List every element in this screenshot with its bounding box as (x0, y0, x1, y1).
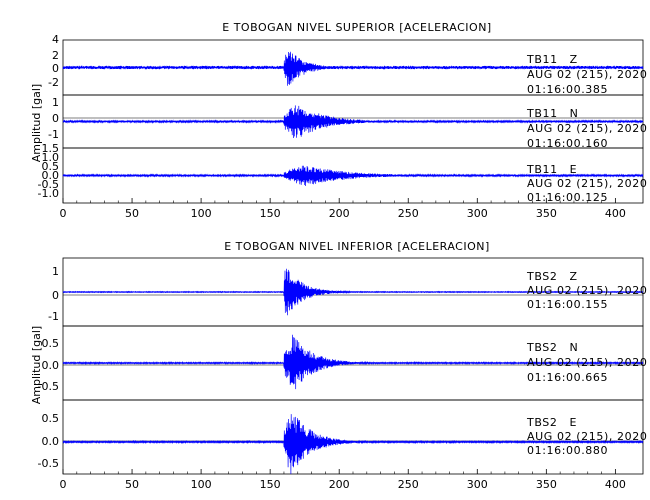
y-tick-label: -1.0 (38, 187, 59, 200)
waveform-trace (62, 414, 644, 475)
x-tick-label: 350 (536, 207, 557, 220)
x-axis-inferior: 0 50 100 150 200 250 300 350 400 (60, 469, 626, 491)
x-tick-label: 0 (60, 207, 67, 220)
x-tick-label: 400 (605, 207, 626, 220)
date-label: AUG 02 (215), 2020 (527, 122, 647, 135)
y-tick-label: 1.0 (42, 151, 60, 164)
x-axis-superior: 0 50 100 150 200 250 300 350 400 (60, 198, 626, 220)
y-tick-label: 0.0 (42, 359, 60, 372)
y-axis-label-superior: Amplitud [gal] (30, 84, 43, 162)
chart-superior: E TOBOGAN NIVEL SUPERIOR [ACELERACION] A… (30, 21, 647, 220)
x-tick-label: 100 (191, 207, 212, 220)
x-tick-label: 400 (605, 478, 626, 491)
y-tick-label: 0.5 (42, 160, 60, 173)
y-tick-label: 4 (52, 33, 59, 46)
y-tick-label: 2 (52, 49, 59, 62)
y-tick-label: -0.5 (38, 380, 59, 393)
panel-tb11-e: 1.5 1.0 0.5 0.0 -0.5 -1.0 TB11 E AUG 02 (… (38, 142, 647, 204)
panel-tbs2-z: 1 0 -1 TBS2 Z AUG 02 (215), 2020 01:16:00… (48, 257, 647, 327)
x-tick-label: 250 (398, 478, 419, 491)
chart-inferior: E TOBOGAN NIVEL INFERIOR [ACELERACION] A… (30, 240, 647, 491)
y-tick-label: 0 (52, 112, 59, 125)
date-label: AUG 02 (215), 2020 (527, 68, 647, 81)
station-label: TB11 E (526, 163, 577, 176)
panel-tbs2-e: 0.5 0.0 -0.5 TBS2 E AUG 02 (215), 2020 01… (38, 399, 647, 475)
station-label: TBS2 N (526, 341, 578, 354)
x-tick-label: 300 (467, 207, 488, 220)
station-label: TBS2 E (526, 416, 577, 429)
station-label: TB11 N (526, 107, 579, 120)
panel-tb11-z: 4 2 0 -2 TB11 Z AUG 02 (215), 2020 01:16:… (48, 33, 647, 96)
x-tick-label: 0 (60, 478, 67, 491)
station-label: TBS2 Z (526, 270, 578, 283)
x-tick-label: 300 (467, 478, 488, 491)
y-tick-label: 0 (52, 289, 59, 302)
time-label: 01:16:00.385 (527, 83, 608, 96)
panel-tbs2-n: 0.5 0.0 -0.5 TBS2 N AUG 02 (215), 2020 01… (38, 325, 647, 401)
x-tick-label: 150 (260, 478, 281, 491)
y-tick-label: 1 (52, 96, 59, 109)
waveform-trace (62, 334, 644, 390)
y-tick-label: 0.0 (42, 435, 60, 448)
y-tick-label: 0.5 (42, 412, 60, 425)
y-tick-label: 0 (52, 62, 59, 75)
y-tick-label: -0.5 (38, 178, 59, 191)
time-label: 01:16:00.665 (527, 371, 608, 384)
date-label: AUG 02 (215), 2020 (527, 177, 647, 190)
y-tick-label: -2 (48, 76, 59, 89)
y-tick-label: 0.0 (42, 169, 60, 182)
y-tick-label: -1 (48, 128, 59, 141)
y-tick-label: -1 (48, 310, 59, 323)
date-label: AUG 02 (215), 2020 (527, 430, 647, 443)
waveform-trace (62, 51, 644, 86)
waveform-trace (62, 268, 644, 316)
x-tick-label: 50 (125, 478, 139, 491)
y-tick-label: 1 (52, 265, 59, 278)
time-label: 01:16:00.160 (527, 137, 608, 150)
x-tick-label: 50 (125, 207, 139, 220)
x-tick-label: 100 (191, 478, 212, 491)
y-axis-label-inferior: Amplitud [gal] (30, 326, 43, 404)
x-tick-label: 200 (329, 207, 350, 220)
x-tick-label: 350 (536, 478, 557, 491)
x-tick-label: 200 (329, 478, 350, 491)
panel-tb11-n: 1 0 -1 TB11 N AUG 02 (215), 2020 01:16:00… (48, 94, 647, 150)
x-tick-label: 250 (398, 207, 419, 220)
time-label: 01:16:00.880 (527, 444, 608, 457)
date-label: AUG 02 (215), 2020 (527, 284, 647, 297)
time-label: 01:16:00.155 (527, 298, 608, 311)
x-tick-label: 150 (260, 207, 281, 220)
time-label: 01:16:00.125 (527, 191, 608, 204)
date-label: AUG 02 (215), 2020 (527, 356, 647, 369)
chart-title-superior: E TOBOGAN NIVEL SUPERIOR [ACELERACION] (222, 21, 491, 34)
y-tick-label: 0.5 (42, 337, 60, 350)
waveform-trace (62, 165, 644, 187)
station-label: TB11 Z (526, 53, 578, 66)
waveform-trace (62, 105, 644, 139)
chart-title-inferior: E TOBOGAN NIVEL INFERIOR [ACELERACION] (224, 240, 490, 253)
y-tick-label: -0.5 (38, 457, 59, 470)
y-tick-label: 1.5 (42, 142, 60, 155)
